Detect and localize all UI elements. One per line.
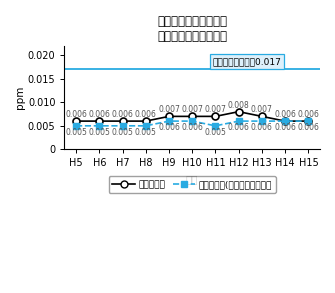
Text: 0.006: 0.006 [251,123,273,132]
Text: 0.006: 0.006 [65,110,87,119]
Y-axis label: ppm: ppm [15,86,25,109]
Text: 0.006: 0.006 [135,110,157,119]
Legend: 四日市地域, 三重県全域(尾鷲市測定除く）: 四日市地域, 三重県全域(尾鷲市測定除く） [109,176,276,193]
Text: 0.006: 0.006 [181,123,203,132]
Text: 環境保全目標値　0.017: 環境保全目標値 0.017 [213,57,281,66]
Text: 0.007: 0.007 [181,105,203,114]
Text: 0.006: 0.006 [88,110,110,119]
Text: 0.006: 0.006 [274,110,296,119]
Text: 0.006: 0.006 [158,123,180,132]
X-axis label: 年度: 年度 [186,174,198,184]
Text: 0.008: 0.008 [228,100,250,110]
Text: 0.006: 0.006 [228,123,250,132]
Text: 0.007: 0.007 [158,105,180,114]
Text: 0.006: 0.006 [274,123,296,132]
Text: 0.007: 0.007 [204,105,226,114]
Text: 0.005: 0.005 [204,128,226,137]
Text: 0.005: 0.005 [88,128,110,137]
Text: 0.006: 0.006 [297,123,319,132]
Text: 0.006: 0.006 [297,110,319,119]
Text: 0.005: 0.005 [65,128,87,137]
Text: 0.007: 0.007 [251,105,273,114]
Text: 0.005: 0.005 [135,128,157,137]
Title: 二酸化硫黄の経年変化
（一般局の年平均値）: 二酸化硫黄の経年変化 （一般局の年平均値） [157,15,227,43]
Text: 0.005: 0.005 [112,128,133,137]
Text: 0.006: 0.006 [112,110,133,119]
